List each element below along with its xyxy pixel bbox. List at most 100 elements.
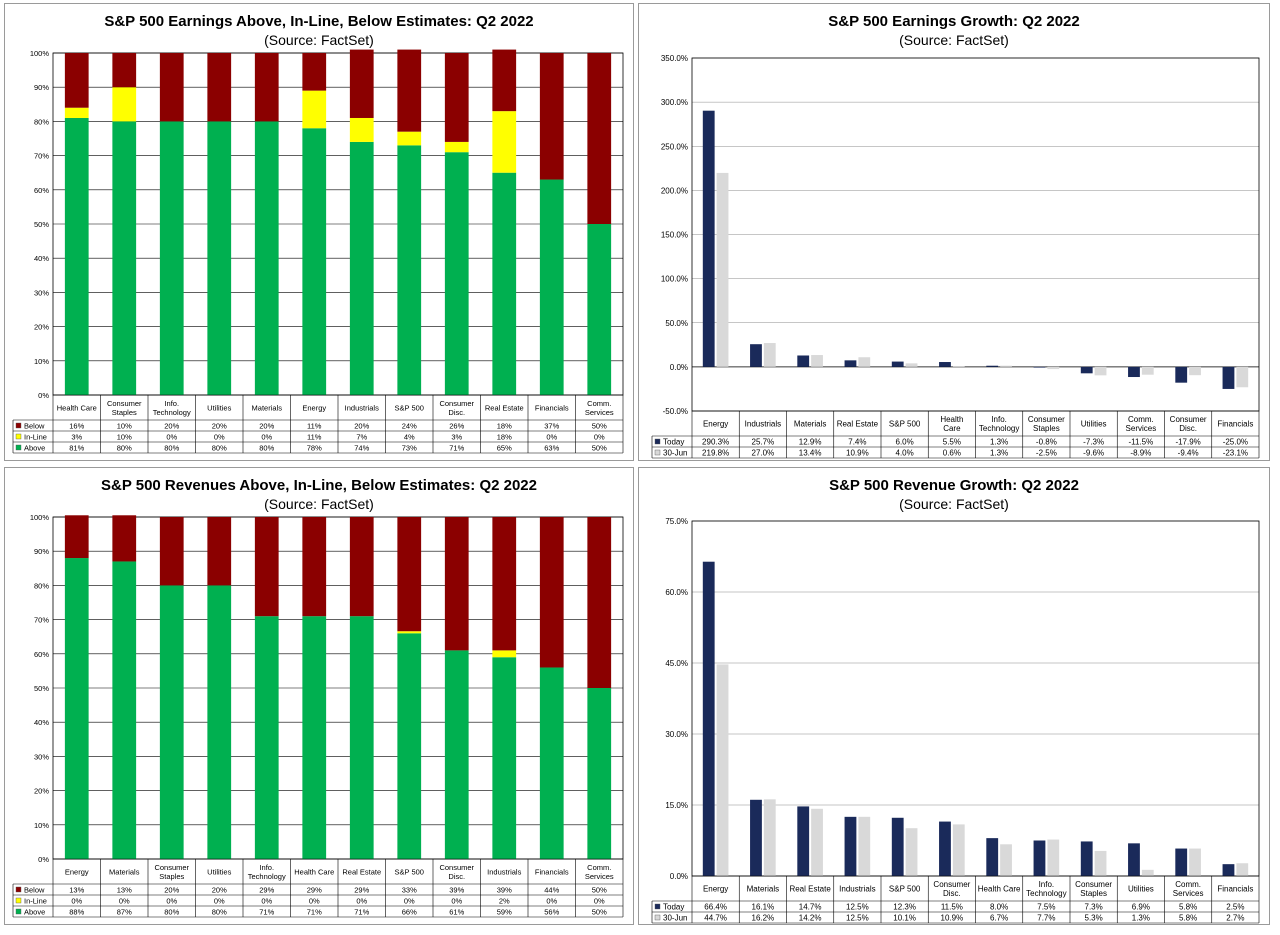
category-label: Disc.: [1179, 424, 1197, 433]
data-label: 73%: [402, 444, 417, 453]
category-label: Staples: [1033, 424, 1060, 433]
data-label: 10.1%: [893, 914, 916, 923]
bar-30-jun: [1236, 863, 1249, 876]
bar-today: [1175, 366, 1188, 383]
revenue-growth-panel: S&P 500 Revenue Growth: Q2 2022 (Source:…: [638, 467, 1270, 925]
category-label: Utilities: [1128, 885, 1154, 894]
category-label: Consumer: [933, 880, 970, 889]
data-label: 13.4%: [799, 449, 822, 458]
bar-today: [986, 365, 999, 367]
bar-30-jun: [1000, 365, 1012, 367]
bar-below: [302, 517, 327, 617]
category-label: Consumer: [439, 863, 474, 872]
bar-below: [159, 517, 184, 586]
data-label: 13%: [117, 886, 132, 895]
chart-title: S&P 500 Earnings Growth: Q2 2022: [828, 13, 1080, 30]
category-label: Financials: [535, 868, 569, 877]
legend-label: In-Line: [24, 897, 47, 906]
data-label: 20%: [164, 422, 179, 431]
legend-label: Today: [663, 438, 684, 447]
legend-key-above: [15, 908, 22, 915]
bar-below: [112, 515, 137, 562]
bar-above: [159, 585, 184, 859]
legend-key-30-jun: [654, 914, 661, 921]
legend-key-30-jun: [654, 449, 661, 456]
data-label: 65%: [497, 444, 512, 453]
data-label: 50%: [592, 422, 607, 431]
bar-30-jun: [811, 808, 823, 876]
data-label: 27.0%: [752, 449, 775, 458]
data-label: 80%: [259, 444, 274, 453]
bar-30-jun: [763, 799, 776, 876]
bar-above: [539, 667, 564, 859]
bar-below: [207, 517, 232, 586]
bar-below: [397, 49, 422, 132]
chart-subtitle: (Source: FactSet): [264, 32, 374, 48]
bar-below: [444, 53, 469, 142]
legend-label: In-Line: [24, 433, 47, 442]
category-label: Health Care: [978, 885, 1021, 894]
data-label: 10.9%: [941, 914, 964, 923]
category-label: Financials: [1217, 420, 1253, 429]
y-tick-label: 100%: [30, 49, 50, 58]
data-label: 20%: [354, 422, 369, 431]
y-tick-label: 75.0%: [665, 517, 688, 526]
category-label: Consumer: [1028, 415, 1065, 424]
y-tick-label: 350.0%: [661, 54, 688, 63]
category-label: Energy: [302, 404, 326, 413]
category-label: Utilities: [207, 404, 231, 413]
data-label: 7.3%: [1085, 903, 1103, 912]
bar-above: [349, 616, 374, 859]
data-label: 0%: [594, 433, 605, 442]
legend-key-above: [15, 444, 22, 451]
y-tick-label: -50.0%: [663, 407, 688, 416]
y-tick-label: 80%: [34, 117, 49, 126]
bar-above: [254, 121, 279, 396]
data-label: 10%: [117, 422, 132, 431]
y-tick-label: 80%: [34, 581, 49, 590]
category-label: Comm.: [1175, 880, 1201, 889]
category-label: Financials: [1217, 885, 1253, 894]
data-label: 0%: [166, 433, 177, 442]
bar-in-line: [444, 141, 469, 153]
data-label: 50%: [592, 908, 607, 917]
category-label: Real Estate: [342, 868, 381, 877]
bar-below: [397, 517, 422, 632]
bar-30-jun: [1141, 869, 1154, 876]
data-label: -11.5%: [1128, 438, 1153, 447]
data-label: 12.5%: [846, 903, 869, 912]
data-label: 71%: [307, 908, 322, 917]
bar-30-jun: [905, 828, 918, 876]
y-tick-label: 0%: [38, 391, 49, 400]
y-tick-label: 100%: [30, 513, 50, 522]
data-label: 16%: [69, 422, 84, 431]
data-label: 29%: [354, 886, 369, 895]
data-label: 0%: [404, 897, 415, 906]
category-label: Consumer: [1170, 415, 1207, 424]
bar-in-line: [112, 87, 137, 122]
data-label: 8.0%: [990, 903, 1008, 912]
legend-label: Below: [24, 886, 45, 895]
data-label: 71%: [449, 444, 464, 453]
bar-30-jun: [952, 824, 965, 876]
category-label: Staples: [112, 408, 137, 417]
bar-30-jun: [716, 172, 729, 367]
data-label: 80%: [212, 908, 227, 917]
data-label: 0%: [166, 897, 177, 906]
data-label: 13%: [69, 886, 84, 895]
bar-in-line: [492, 111, 517, 173]
bar-in-line: [349, 117, 374, 142]
data-label: 7.7%: [1037, 914, 1055, 923]
data-label: 0%: [356, 897, 367, 906]
category-label: Care: [943, 424, 961, 433]
category-label: S&P 500: [395, 404, 424, 413]
data-label: 7.5%: [1037, 903, 1055, 912]
bar-above: [587, 224, 612, 395]
category-label: Utilities: [207, 868, 231, 877]
bar-below: [587, 517, 612, 688]
data-label: 24%: [402, 422, 417, 431]
legend-label: Below: [24, 422, 45, 431]
data-label: 7.4%: [848, 438, 866, 447]
revenue-surprise-panel: S&P 500 Revenues Above, In-Line, Below E…: [4, 467, 634, 925]
data-label: 10%: [117, 433, 132, 442]
